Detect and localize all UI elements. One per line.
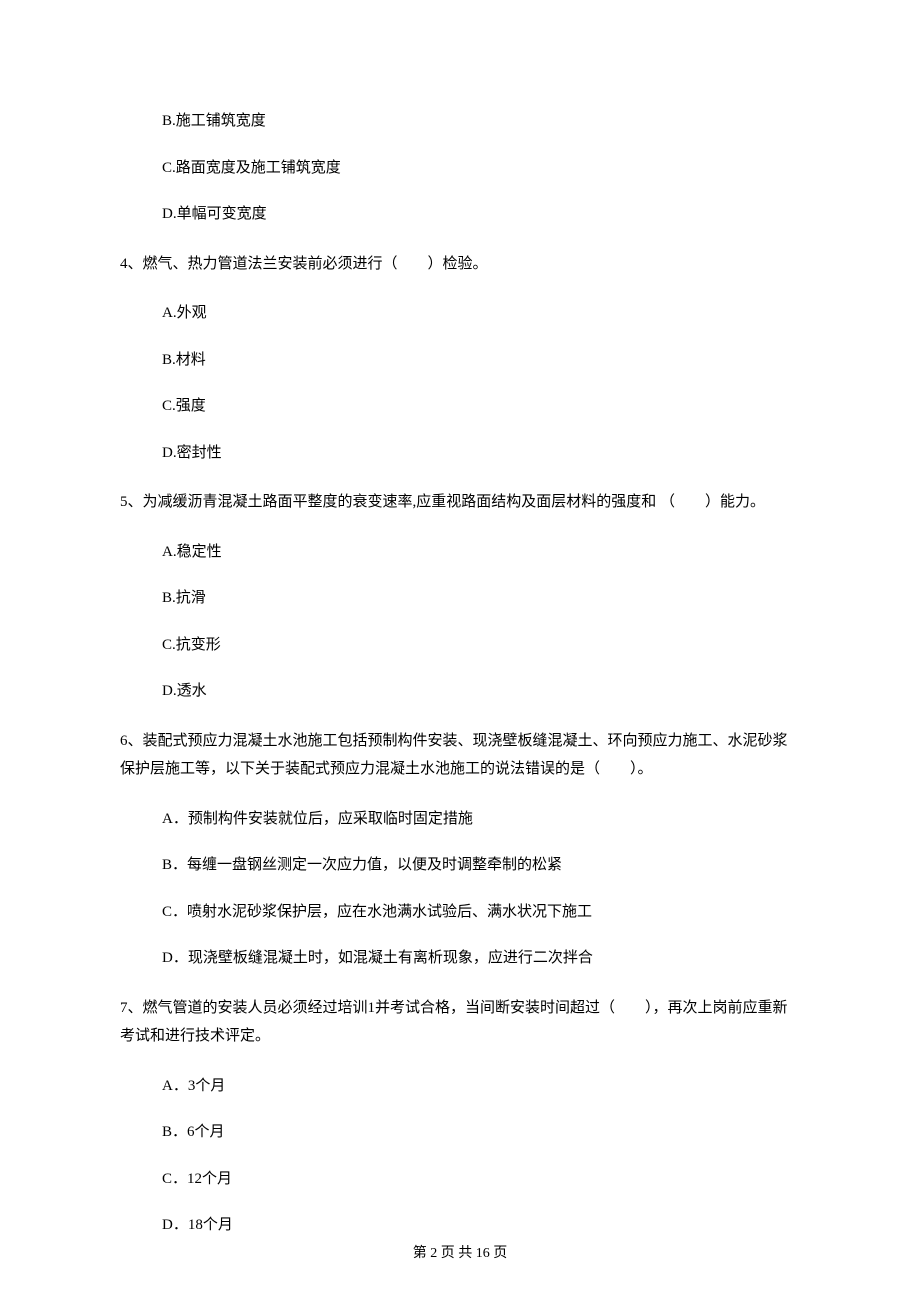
question-4: 4、燃气、热力管道法兰安装前必须进行（ ）检验。 — [120, 250, 800, 279]
option-text: B.施工铺筑宽度 — [162, 110, 800, 133]
option-text: C.强度 — [162, 395, 800, 418]
question-5: 5、为减缓沥青混凝土路面平整度的衰变速率,应重视路面结构及面层材料的强度和 （ … — [120, 488, 800, 517]
option-text: A．3个月 — [162, 1075, 800, 1098]
question-6: 6、装配式预应力混凝土水池施工包括预制构件安装、现浇壁板缝混凝土、环向预应力施工… — [120, 727, 800, 784]
question-7: 7、燃气管道的安装人员必须经过培训1并考试合格，当间断安装时间超过（ ），再次上… — [120, 994, 800, 1051]
option-text: D.密封性 — [162, 442, 800, 465]
option-text: D.透水 — [162, 680, 800, 703]
option-text: C．12个月 — [162, 1168, 800, 1191]
option-text: A.稳定性 — [162, 541, 800, 564]
page-footer: 第 2 页 共 16 页 — [0, 1242, 920, 1262]
option-text: B．每缠一盘钢丝测定一次应力值，以便及时调整牵制的松紧 — [162, 854, 800, 877]
option-text: B.材料 — [162, 349, 800, 372]
option-text: D．现浇壁板缝混凝土时，如混凝土有离析现象，应进行二次拌合 — [162, 947, 800, 970]
option-text: C.抗变形 — [162, 634, 800, 657]
option-text: B.抗滑 — [162, 587, 800, 610]
option-text: D.单幅可变宽度 — [162, 203, 800, 226]
option-text: C．喷射水泥砂浆保护层，应在水池满水试验后、满水状况下施工 — [162, 901, 800, 924]
option-text: A．预制构件安装就位后，应采取临时固定措施 — [162, 808, 800, 831]
option-text: A.外观 — [162, 302, 800, 325]
option-text: D．18个月 — [162, 1214, 800, 1237]
option-text: B．6个月 — [162, 1121, 800, 1144]
option-text: C.路面宽度及施工铺筑宽度 — [162, 157, 800, 180]
